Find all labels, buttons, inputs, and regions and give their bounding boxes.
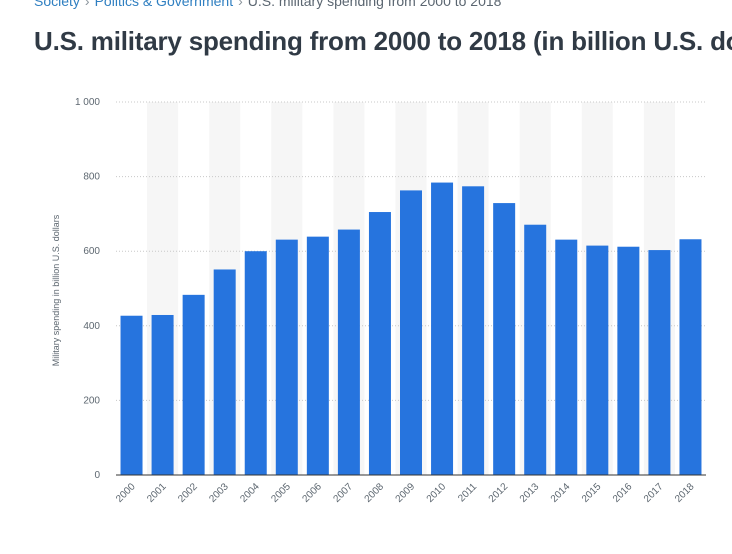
x-tick-label: 2000: [114, 481, 138, 505]
bar-2014[interactable]: [555, 239, 578, 475]
bar-2002[interactable]: [182, 294, 205, 475]
bar-2010[interactable]: [431, 182, 454, 475]
x-tick-label: 2002: [176, 481, 200, 505]
y-tick-label: 1 000: [75, 97, 100, 108]
page-title: U.S. military spending from 2000 to 2018…: [34, 26, 732, 56]
y-tick-label: 800: [83, 172, 100, 183]
x-tick-label: 2016: [611, 481, 635, 505]
bar-2000[interactable]: [120, 315, 143, 475]
x-tick-label: 2006: [300, 481, 324, 505]
bar-2012[interactable]: [493, 203, 516, 475]
x-tick-label: 2007: [332, 481, 356, 505]
x-tick-label: 2010: [425, 481, 449, 505]
bar-2011[interactable]: [462, 186, 485, 475]
bar-2017[interactable]: [648, 250, 671, 475]
y-tick-label: 400: [83, 321, 100, 332]
y-axis-title: Military spending in billion U.S. dollar…: [51, 214, 61, 366]
bar-2015[interactable]: [586, 245, 609, 475]
y-tick-label: 0: [94, 470, 100, 481]
bar-2006[interactable]: [306, 236, 329, 475]
breadcrumb-separator: ›: [84, 0, 90, 9]
y-tick-label: 200: [83, 395, 100, 406]
x-axis-ticks: 2000 2001 2002 2003 2004 2005 2006 2007 2008 2009…: [114, 481, 697, 505]
x-tick-label: 2003: [207, 481, 231, 505]
bar-2001[interactable]: [151, 314, 174, 475]
breadcrumb: Society › Politics & Government › U.S. milit…: [34, 0, 501, 11]
bar-2009[interactable]: [400, 190, 422, 475]
x-tick-label: 2018: [673, 481, 697, 505]
x-tick-label: 2015: [580, 481, 604, 505]
bars: [120, 182, 702, 475]
breadcrumb-separator: ›: [238, 0, 243, 9]
x-tick-label: 2017: [642, 481, 666, 505]
bar-2005[interactable]: [275, 239, 298, 475]
x-tick-label: 2004: [238, 481, 262, 505]
x-tick-label: 2005: [269, 481, 293, 505]
y-tick-label: 600: [83, 246, 100, 257]
x-tick-label: 2009: [394, 481, 418, 505]
y-axis-ticks: 0 200 400 600 800 1 000: [75, 97, 100, 481]
bar-2007[interactable]: [337, 229, 360, 475]
bar-2008[interactable]: [368, 212, 391, 475]
bar-2018[interactable]: [679, 239, 702, 475]
breadcrumb-link-politics[interactable]: Politics & Government: [94, 0, 234, 9]
x-tick-label: 2008: [363, 481, 387, 505]
x-tick-label: 2001: [145, 481, 169, 505]
x-tick-label: 2011: [456, 481, 479, 504]
bar-2003[interactable]: [213, 269, 236, 475]
bar-2004[interactable]: [244, 251, 267, 475]
x-tick-label: 2013: [518, 481, 542, 505]
x-tick-label: 2012: [487, 481, 511, 505]
breadcrumb-link-society[interactable]: Society: [34, 0, 80, 9]
bar-2013[interactable]: [524, 224, 547, 475]
bar-2016[interactable]: [617, 246, 640, 475]
breadcrumb-current: U.S. military spending from 2000 to 2018: [247, 0, 502, 9]
x-tick-label: 2014: [549, 481, 573, 505]
